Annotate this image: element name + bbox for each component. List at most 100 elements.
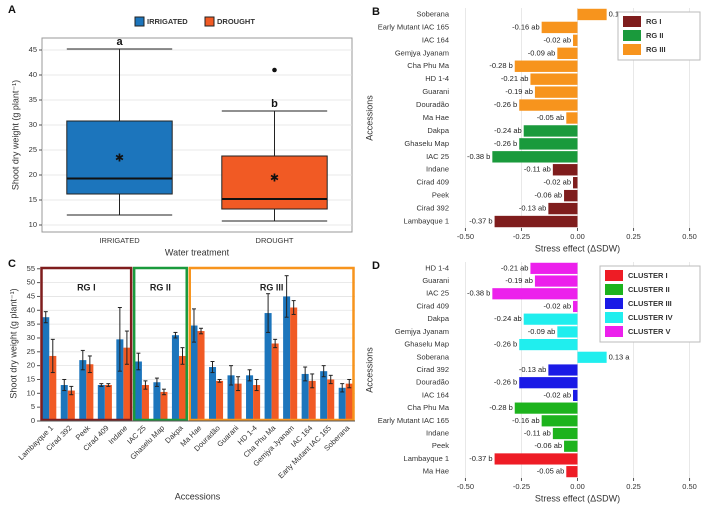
legend-swatch xyxy=(623,30,641,41)
box xyxy=(221,155,328,210)
legend-swatch xyxy=(605,298,623,309)
y-tick-label: Gemjya Jyanam xyxy=(395,48,449,57)
y-tick-label: Dakpa xyxy=(427,126,450,135)
value-label: -0.02 ab xyxy=(543,390,571,399)
bar xyxy=(283,296,291,421)
bar xyxy=(67,390,75,421)
y-tick-label: 35 xyxy=(29,95,37,104)
legend-swatch xyxy=(204,16,215,27)
x-tick-label: 0.00 xyxy=(570,232,585,241)
bar xyxy=(564,189,578,202)
y-tick-label: IAC 25 xyxy=(426,289,449,298)
bar xyxy=(246,375,254,421)
value-label: -0.13 ab xyxy=(519,204,547,213)
bar xyxy=(60,385,68,421)
bar xyxy=(523,313,578,325)
bar xyxy=(534,275,578,287)
bar xyxy=(123,347,131,421)
y-tick-label: Ma Hae xyxy=(423,113,449,122)
y-tick-label: 30 xyxy=(27,333,35,342)
legend-swatch xyxy=(605,312,623,323)
bar xyxy=(116,339,124,421)
bar xyxy=(178,355,187,421)
value-label: -0.26 b xyxy=(494,378,517,387)
group-letter: b xyxy=(271,98,278,110)
group-box xyxy=(132,266,188,422)
panel-letter: D xyxy=(372,260,380,272)
bar xyxy=(552,427,578,440)
value-label: -0.21 ab xyxy=(501,263,529,272)
bar xyxy=(523,125,578,137)
group-label: RG II xyxy=(150,282,171,292)
bar xyxy=(534,86,578,98)
y-tick-label: 5 xyxy=(31,402,35,411)
y-tick-label: Ghaselu Map xyxy=(404,139,449,148)
x-tick-label: Indane xyxy=(107,423,130,446)
y-tick-label: Ma Hae xyxy=(423,467,449,476)
bar xyxy=(494,215,578,228)
y-tick-label: Early Mutant IAC 165 xyxy=(378,416,449,425)
value-label: -0.38 b xyxy=(467,289,490,298)
value-label: -0.26 b xyxy=(494,100,517,109)
y-tick-label: Cirad 409 xyxy=(416,301,449,310)
x-axis-label: Water treatment xyxy=(165,247,230,257)
y-tick-label: Cha Phu Ma xyxy=(407,61,450,70)
bar xyxy=(492,288,578,300)
value-label: -0.28 b xyxy=(489,403,512,412)
group-label: RG III xyxy=(260,282,284,292)
y-tick-label: 55 xyxy=(27,264,35,273)
group-label: RG I xyxy=(77,282,96,292)
bar xyxy=(492,151,578,163)
bar xyxy=(541,415,578,427)
x-tick-label: -0.25 xyxy=(513,232,530,241)
bar xyxy=(541,21,578,34)
y-tick-label: Soberana xyxy=(416,9,449,18)
legend-label: CLUSTER II xyxy=(628,285,670,294)
y-tick-label: Peek xyxy=(432,441,449,450)
bar xyxy=(208,367,217,421)
bar xyxy=(308,380,316,421)
y-tick-label: Cirad 392 xyxy=(416,365,449,374)
legend-label: CLUSTER IV xyxy=(628,313,673,322)
value-label: -0.26 b xyxy=(494,340,517,349)
y-tick-label: Guarani xyxy=(422,87,449,96)
value-label: -0.05 ab xyxy=(537,467,565,476)
y-tick-label: Gemjya Jyanam xyxy=(395,327,449,336)
legend-swatch xyxy=(605,284,623,295)
value-label: -0.02 ab xyxy=(543,35,571,44)
y-tick-label: Douradão xyxy=(416,378,449,387)
bar xyxy=(234,383,242,421)
x-tick-label: IRRIGATED xyxy=(99,236,140,245)
bar xyxy=(141,385,149,421)
legend-label: RG III xyxy=(646,45,666,54)
bar xyxy=(519,338,578,351)
bar xyxy=(573,300,578,313)
value-label: -0.26 b xyxy=(494,139,517,148)
y-tick-label: 25 xyxy=(27,347,35,356)
bar xyxy=(327,379,335,421)
x-axis-label: Stress effect (ΔSDW) xyxy=(535,243,620,253)
bar xyxy=(530,262,578,274)
bar xyxy=(552,164,578,176)
bar xyxy=(345,383,353,421)
y-tick-label: 35 xyxy=(27,319,35,328)
y-tick-label: Soberana xyxy=(416,352,449,361)
bar xyxy=(557,47,578,59)
y-tick-label: Cirad 409 xyxy=(416,178,449,187)
bar xyxy=(227,375,235,421)
y-axis-label: Shoot dry weight (g plant⁻¹) xyxy=(8,288,18,398)
y-tick-label: Indane xyxy=(426,165,449,174)
x-tick-label: 0.50 xyxy=(682,482,697,491)
bar xyxy=(564,440,578,452)
value-label: -0.38 b xyxy=(467,152,490,161)
legend-swatch xyxy=(623,44,641,55)
value-label: -0.11 ab xyxy=(524,165,551,174)
y-tick-label: Dakpa xyxy=(427,314,450,323)
legend-swatch xyxy=(605,326,623,337)
y-tick-label: 20 xyxy=(27,361,35,370)
y-tick-label: Lambayque 1 xyxy=(404,454,449,463)
x-tick-label: 0.25 xyxy=(626,482,641,491)
value-label: -0.21 ab xyxy=(501,74,529,83)
